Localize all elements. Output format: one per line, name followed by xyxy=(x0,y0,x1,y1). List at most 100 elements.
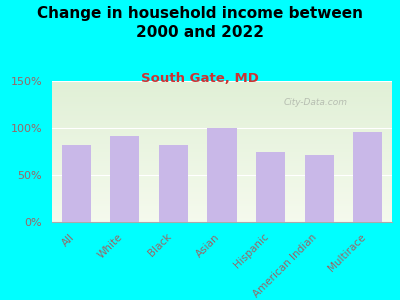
Bar xyxy=(52,146,392,147)
Bar xyxy=(52,212,392,214)
Bar xyxy=(52,123,392,125)
Bar xyxy=(52,164,392,166)
Bar xyxy=(52,216,392,218)
Bar xyxy=(52,220,392,222)
Bar xyxy=(52,125,392,126)
Bar xyxy=(52,132,392,133)
Bar xyxy=(52,204,392,205)
Bar xyxy=(52,118,392,119)
Bar xyxy=(52,163,392,164)
Bar xyxy=(52,147,392,149)
Bar xyxy=(52,157,392,158)
Bar xyxy=(52,168,392,170)
Bar xyxy=(52,156,392,157)
Bar xyxy=(52,211,392,212)
Bar xyxy=(52,95,392,97)
Bar xyxy=(52,177,392,178)
Text: South Gate, MD: South Gate, MD xyxy=(141,72,259,85)
Bar xyxy=(52,200,392,201)
Bar xyxy=(52,181,392,182)
Bar xyxy=(52,176,392,177)
Bar xyxy=(52,135,392,136)
Bar xyxy=(52,136,392,137)
Bar xyxy=(52,121,392,122)
Bar xyxy=(52,171,392,173)
Bar xyxy=(52,174,392,176)
Bar xyxy=(52,188,392,190)
Bar xyxy=(52,205,392,206)
Bar xyxy=(52,112,392,113)
Bar xyxy=(52,133,392,135)
Bar xyxy=(52,160,392,161)
Bar xyxy=(52,115,392,116)
Bar xyxy=(52,219,392,220)
Bar xyxy=(52,208,392,209)
Bar xyxy=(52,82,392,84)
Bar xyxy=(52,201,392,202)
Bar xyxy=(52,190,392,191)
Bar xyxy=(52,198,392,200)
Bar xyxy=(52,94,392,95)
Bar xyxy=(52,139,392,140)
Bar xyxy=(52,184,392,185)
Bar xyxy=(52,126,392,128)
Bar xyxy=(52,119,392,121)
Bar xyxy=(52,194,392,195)
Bar xyxy=(52,91,392,92)
Bar xyxy=(52,99,392,101)
Bar xyxy=(159,145,188,222)
Bar xyxy=(52,103,392,105)
Bar xyxy=(52,84,392,85)
Bar xyxy=(52,140,392,142)
Bar xyxy=(52,202,392,204)
Bar xyxy=(52,161,392,163)
Bar xyxy=(52,128,392,129)
Bar xyxy=(52,209,392,211)
Bar xyxy=(52,150,392,152)
Bar xyxy=(256,152,285,222)
Text: City-Data.com: City-Data.com xyxy=(283,98,347,107)
Bar xyxy=(52,87,392,88)
Bar xyxy=(52,97,392,98)
Bar xyxy=(52,122,392,123)
Bar xyxy=(52,105,392,106)
Bar xyxy=(52,81,392,82)
Bar xyxy=(52,158,392,160)
Bar xyxy=(52,145,392,146)
Bar xyxy=(52,172,392,174)
Bar xyxy=(52,218,392,219)
Bar xyxy=(52,108,392,109)
Bar xyxy=(62,145,91,222)
Bar xyxy=(52,109,392,111)
Bar xyxy=(52,167,392,168)
Bar xyxy=(52,178,392,180)
Bar xyxy=(52,102,392,104)
Bar xyxy=(52,142,392,143)
Bar xyxy=(52,111,392,112)
Bar xyxy=(52,196,392,198)
Bar xyxy=(52,89,392,91)
Bar xyxy=(52,149,392,150)
Bar xyxy=(353,132,382,222)
Bar xyxy=(52,187,392,188)
Bar xyxy=(52,185,392,187)
Bar xyxy=(52,191,392,192)
Bar xyxy=(52,195,392,196)
Bar xyxy=(52,129,392,130)
Text: Change in household income between
2000 and 2022: Change in household income between 2000 … xyxy=(37,6,363,40)
Bar xyxy=(52,88,392,89)
Bar xyxy=(52,192,392,194)
Bar xyxy=(208,128,236,222)
Bar xyxy=(52,143,392,144)
Bar xyxy=(52,170,392,171)
Bar xyxy=(52,206,392,208)
Bar xyxy=(52,130,392,132)
Bar xyxy=(52,166,392,167)
Bar xyxy=(52,214,392,215)
Bar xyxy=(52,182,392,184)
Bar xyxy=(110,136,140,222)
Bar xyxy=(52,106,392,108)
Bar xyxy=(52,92,392,94)
Bar xyxy=(52,152,392,153)
Bar xyxy=(52,98,392,99)
